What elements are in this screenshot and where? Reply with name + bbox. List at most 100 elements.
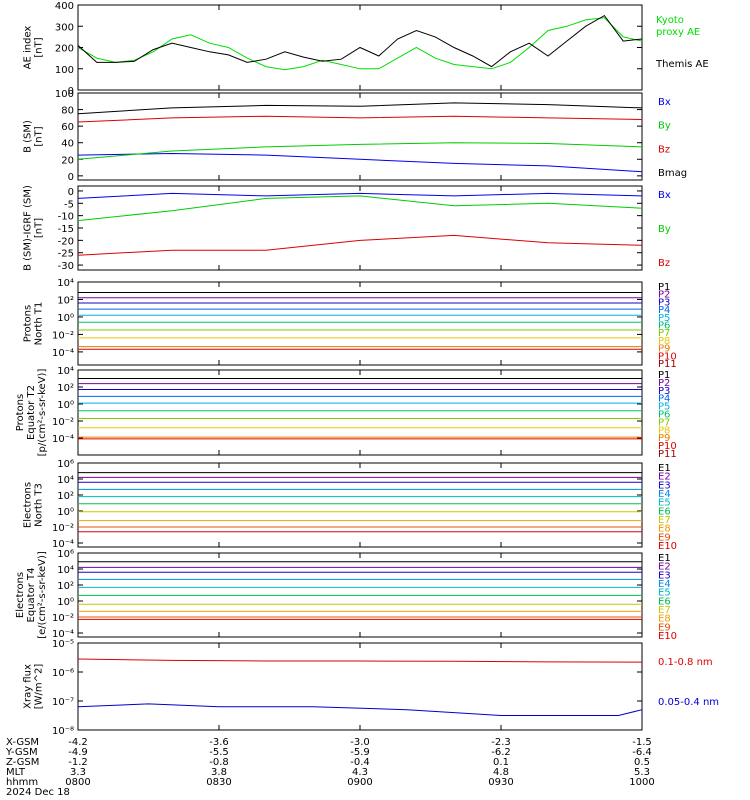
legend-entry: Kyoto (656, 15, 684, 26)
legend-entry: Bx (658, 97, 671, 108)
orbit-value: 0800 (65, 777, 90, 788)
series-line-0-1-0-8-nm (77, 658, 643, 663)
y-tick-label: 10⁴ (57, 475, 74, 486)
y-tick-label: -25 (58, 249, 74, 260)
y-tick-label: 40 (61, 139, 74, 150)
y-tick-label: 10⁻⁷ (52, 697, 74, 708)
y-axis-label: B (SM)-IGRF (SM) (23, 185, 34, 271)
y-tick-label: 10⁶ (57, 459, 74, 470)
y-tick-label: 10⁻² (52, 417, 74, 428)
legend-entry: E1 (658, 553, 671, 564)
legend-entry: E5 (658, 588, 671, 599)
y-axis-label: [p/(cm²-s-sr-keV)] (37, 369, 48, 457)
y-tick-label: 10⁻² (52, 523, 74, 534)
orbit-row-label: X-GSM (6, 737, 39, 748)
y-tick-label: 10⁰ (57, 313, 74, 324)
orbit-row-label: MLT (6, 767, 26, 778)
orbit-value: 0830 (206, 777, 231, 788)
y-tick-label: -5 (64, 199, 74, 210)
orbit-value: -0.4 (350, 757, 370, 768)
y-axis-label: Electrons (23, 482, 34, 528)
y-tick-label: 60 (61, 122, 74, 133)
y-tick-label: 10⁻⁴ (52, 434, 74, 445)
y-tick-label: 0 (68, 187, 74, 198)
date-label: 2024 Dec 18 (6, 787, 70, 798)
orbit-value: -3.6 (209, 737, 229, 748)
y-axis-label: Protons (15, 394, 26, 431)
y-axis-label: North T3 (34, 483, 45, 527)
legend-entry: By (658, 121, 671, 132)
y-tick-label: 10⁰ (57, 400, 74, 411)
legend-entry: P1 (658, 282, 670, 293)
y-tick-label: -30 (58, 261, 74, 272)
series-line-bz (77, 234, 643, 256)
legend-entry: E2 (658, 472, 671, 483)
y-tick-label: 80 (61, 106, 74, 117)
y-tick-label: 100 (55, 89, 74, 100)
orbit-value: 3.8 (211, 767, 227, 778)
y-tick-label: 10⁰ (57, 597, 74, 608)
panel-7: 10⁶ 10⁴ 10² 10⁰ 10⁻² 10⁻⁴ Electrons Equator T4[… (15, 549, 677, 642)
legend-entry: E9 (658, 532, 671, 543)
legend-entry: P4 (658, 394, 670, 405)
orbit-row-label: hhmm (6, 777, 38, 788)
orbit-value: 0.5 (634, 757, 650, 768)
panel-3: 0-5 -10-15-20 -25-30 B (SM)-IGRF (SM) [nT] Bx… (23, 185, 671, 272)
y-tick-label: 10⁶ (57, 549, 74, 560)
y-axis-label: Protons (23, 305, 34, 342)
y-tick-label: 10² (57, 383, 74, 394)
y-tick-label: 10² (57, 581, 74, 592)
y-axis-label: AE index (23, 26, 34, 70)
orbit-value: -4.9 (68, 747, 88, 758)
y-axis-label: B (SM) (23, 120, 34, 153)
legend-entry: P10 (658, 441, 677, 452)
orbit-value: 3.3 (70, 767, 86, 778)
series-line-0-05-0-4-nm (77, 703, 643, 716)
y-tick-label: 10² (57, 295, 74, 306)
series-line-kyoto-proxy-ae (77, 17, 643, 71)
panel-5: 10⁴ 10² 10⁰ 10⁻² 10⁻⁴ Protons Equator T2 [p/(cm… (15, 366, 677, 460)
legend-entry: E8 (658, 614, 671, 625)
series-line-bx (77, 152, 643, 173)
legend-entry: P8 (658, 336, 670, 347)
orbit-value: -4.2 (68, 737, 88, 748)
y-axis-label: Equator T4 (26, 568, 37, 623)
y-tick-label: 20 (61, 155, 74, 166)
legend-entry: E10 (658, 631, 677, 642)
series-line-themis-ae (77, 14, 643, 68)
legend-entry: Bmag (658, 168, 687, 179)
panel-frame (77, 281, 643, 366)
legend-entry: P4 (658, 305, 670, 316)
legend-entry: E5 (658, 498, 671, 509)
legend-entry: E3 (658, 570, 671, 581)
legend-entry: P5 (658, 402, 670, 413)
orbit-value: -1.2 (68, 757, 88, 768)
panel-8: 10⁻⁵ 10⁻⁶ 10⁻⁷ 10⁻⁸ Xray flux [W/m^2] 0.1-0.8 … (23, 639, 720, 737)
y-tick-label: 10⁻⁵ (52, 639, 74, 650)
orbit-value: -0.8 (209, 757, 229, 768)
legend-entry: E10 (658, 541, 677, 552)
y-axis-label: Xray flux (23, 664, 34, 709)
y-tick-label: 0 (68, 172, 74, 183)
legend-entry: P2 (658, 378, 670, 389)
orbit-value: 5.3 (634, 767, 650, 778)
legend-entry: P5 (658, 313, 670, 324)
y-tick-label: 100 (55, 65, 74, 76)
legend-entry: E3 (658, 480, 671, 491)
legend-entry: P3 (658, 297, 670, 308)
y-axis-label: Electrons (15, 572, 26, 618)
orbit-value: -6.2 (491, 747, 511, 758)
legend-entry: P6 (658, 410, 670, 421)
legend-entry: P11 (658, 449, 677, 460)
legend-entry: Bx (658, 190, 671, 201)
y-tick-label: 200 (55, 44, 74, 55)
y-axis-label: [W/m^2] (34, 664, 45, 710)
panel-frame (77, 369, 643, 456)
orbit-value: 0.1 (493, 757, 509, 768)
y-tick-label: 10⁴ (57, 565, 74, 576)
orbit-value: -5.5 (209, 747, 229, 758)
y-tick-label: 10⁻⁶ (52, 668, 74, 679)
y-tick-label: 10⁻⁴ (52, 348, 74, 359)
legend-entry: P3 (658, 386, 670, 397)
